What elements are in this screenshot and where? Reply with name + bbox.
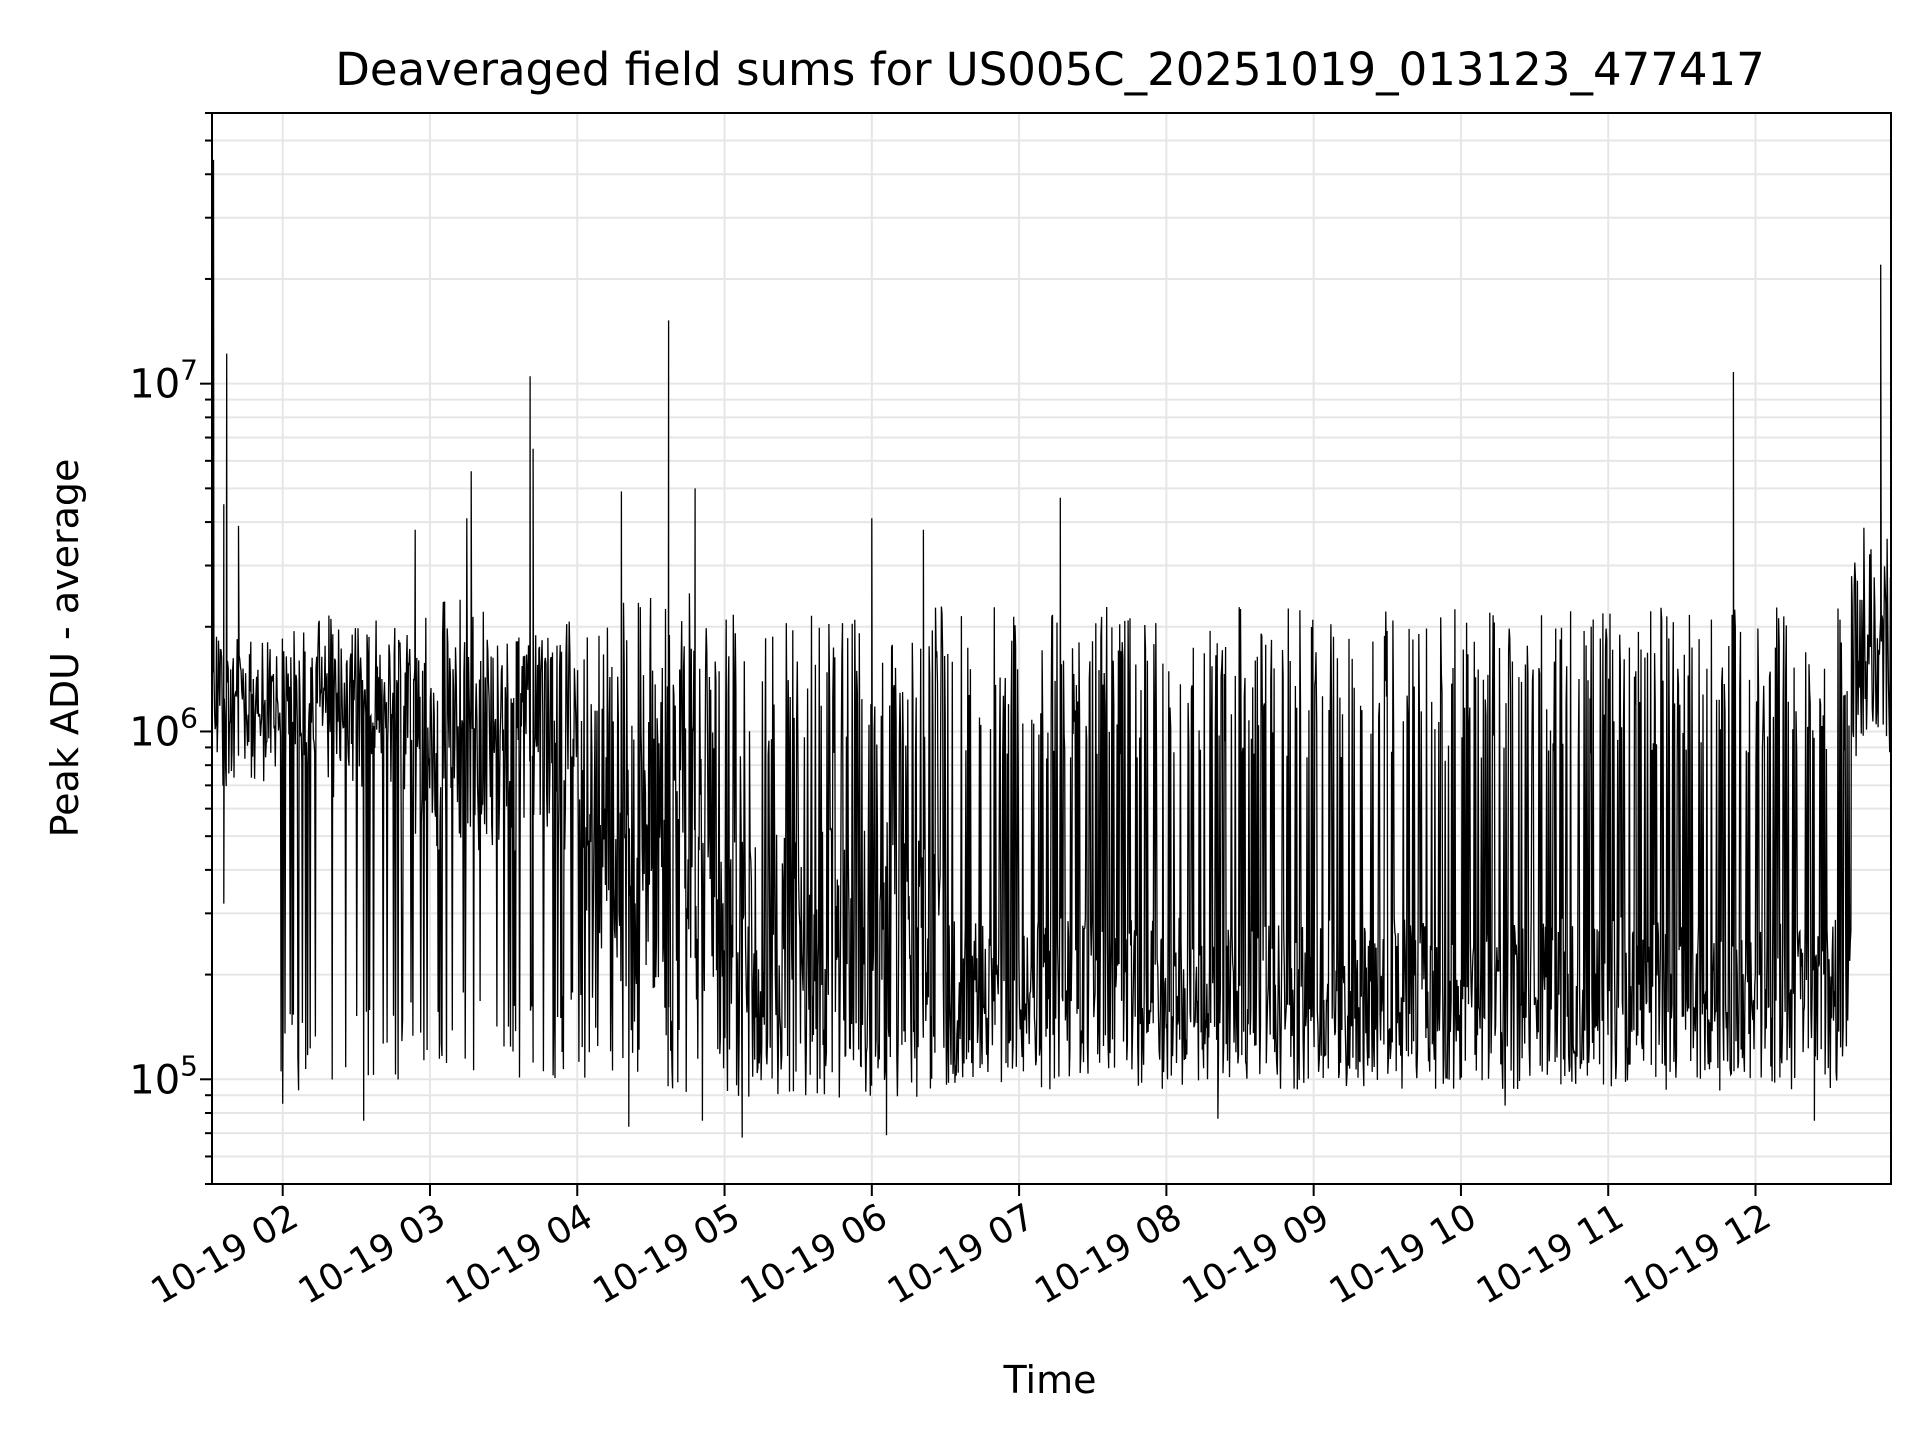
y-tick-label-base: 10 xyxy=(129,709,180,755)
y-tick-label-exponent: 7 xyxy=(180,354,198,387)
x-tick-label: 10-19 02 xyxy=(145,1196,306,1312)
x-tick-label: 10-19 11 xyxy=(1470,1196,1631,1312)
x-tick-label: 10-19 07 xyxy=(881,1196,1042,1312)
y-tick-label-base: 10 xyxy=(129,362,180,408)
y-axis-label: Peak ADU - average xyxy=(43,459,87,838)
y-tick-label-base: 10 xyxy=(129,1057,180,1103)
x-tick-label: 10-19 08 xyxy=(1028,1196,1189,1312)
y-tick-label: 107 xyxy=(129,354,198,408)
chart-title: Deaveraged field sums for US005C_2025101… xyxy=(335,43,1764,96)
x-tick-label: 10-19 04 xyxy=(439,1196,600,1312)
y-tick-label-exponent: 5 xyxy=(180,1049,198,1082)
x-tick-label: 10-19 12 xyxy=(1617,1196,1778,1312)
y-tick-label: 105 xyxy=(129,1049,198,1103)
x-tick-label: 10-19 10 xyxy=(1323,1196,1484,1312)
x-tick-label: 10-19 06 xyxy=(734,1196,895,1312)
series-line-group xyxy=(211,159,1892,1138)
y-tick-label-exponent: 6 xyxy=(180,701,198,734)
y-tick-label: 106 xyxy=(129,701,198,755)
axes-frame xyxy=(211,112,1892,1185)
x-tick-label: 10-19 03 xyxy=(292,1196,453,1312)
series-line xyxy=(211,159,1892,1138)
x-tick-label: 10-19 05 xyxy=(586,1196,747,1312)
x-tick-label: 10-19 09 xyxy=(1175,1196,1336,1312)
x-axis-label: Time xyxy=(1003,1358,1097,1402)
